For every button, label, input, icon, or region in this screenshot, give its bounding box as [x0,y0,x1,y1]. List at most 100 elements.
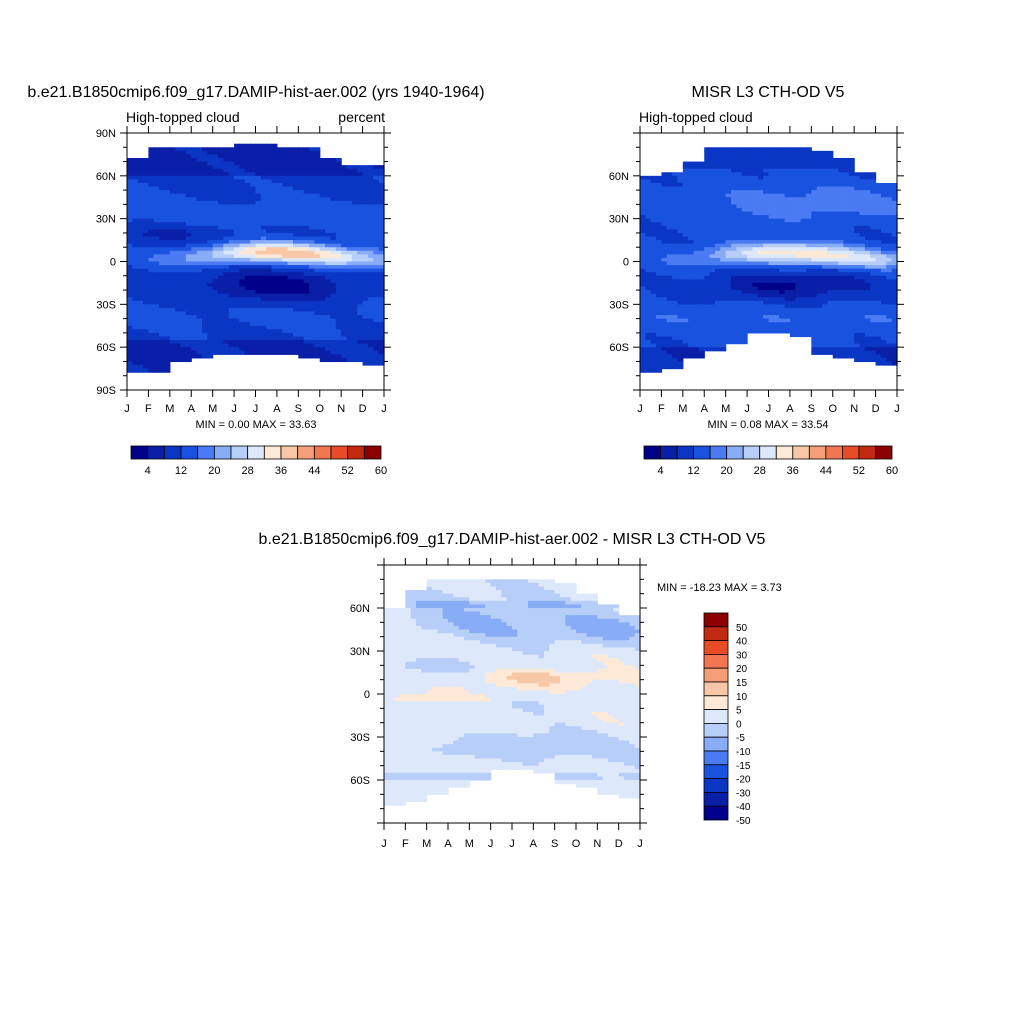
field-cell [266,322,273,327]
field-cell [640,290,646,295]
field-cell [779,193,786,198]
field-cell [137,232,144,238]
field-cell [255,190,262,195]
field-cell [666,247,673,252]
field-cell [779,286,786,291]
field-cell [185,307,192,313]
field-cell [218,179,224,184]
field-cell [137,282,144,288]
field-cell [800,307,807,313]
field-cell [779,315,786,320]
field-cell [335,168,342,173]
field-cell [169,147,176,152]
field-cell [346,307,353,313]
field-cell [282,268,289,273]
field-cell [309,329,315,334]
field-cell [153,365,160,370]
field-cell [805,218,812,223]
field-cell [223,175,230,180]
field-cell [757,175,764,180]
field-cell [779,200,786,205]
field-cell [255,243,262,248]
field-cell [159,311,166,316]
field-cell [378,290,385,295]
field-cell [362,207,369,213]
field-cell [645,343,652,348]
field-cell [314,265,321,270]
field-cell [763,300,770,305]
field-cell [757,275,764,280]
field-cell [207,325,214,330]
field-cell [736,186,743,191]
field-cell [816,222,823,227]
field-cell [303,254,310,259]
field-cell [298,340,305,345]
field-cell [731,218,737,223]
field-cell [688,200,695,205]
field-cell [207,300,214,305]
field-cell [196,211,203,216]
field-cell [714,154,721,159]
field-cell [319,186,326,191]
field-cell [704,318,711,323]
field-cell [185,157,192,163]
field-cell [677,265,684,270]
field-cell [218,325,224,330]
field-cell [175,254,182,259]
field-cell [201,147,208,152]
field-cell [656,315,663,320]
field-cell [784,325,791,330]
field-cell [822,218,828,223]
colorbar-swatch [130,445,149,460]
field-cell [153,315,160,320]
field-cell [153,268,160,273]
field-cell [292,250,299,255]
field-cell [143,322,150,327]
field-cell [650,247,657,252]
x-tick-label: M [165,403,174,415]
field-cell [640,250,646,255]
field-cell [763,254,770,259]
field-cell [132,315,139,320]
field-cell [362,315,369,320]
field-cell [709,307,716,313]
field-cell [282,232,289,238]
field-cell [244,218,251,223]
field-cell [752,275,759,280]
colorbar-swatch [147,445,165,460]
field-cell [255,297,262,302]
field-cell [287,268,294,273]
field-cell [704,197,711,202]
field-cell [351,168,358,173]
field-cell [260,332,267,338]
field-cell [362,204,369,209]
field-cell [325,243,332,248]
field-cell [303,150,310,156]
field-cell [175,147,182,152]
field-cell [709,297,716,302]
field-cell [260,232,267,238]
field-cell [212,272,219,277]
field-cell [351,254,358,259]
field-cell [757,297,764,302]
field-cell [175,315,182,320]
field-cell [287,275,294,280]
field-cell [330,304,337,309]
field-cell [132,297,139,302]
field-cell [650,268,657,273]
field-cell [180,236,187,241]
field-cell [688,190,695,195]
field-cell [666,322,673,327]
field-cell [244,186,251,191]
field-cell [260,204,267,209]
field-cell [795,332,802,338]
field-cell [180,286,187,291]
field-cell [137,257,144,263]
field-cell [330,172,337,177]
field-cell [287,222,294,227]
field-cell [132,282,139,288]
field-cell [319,211,326,216]
field-cell [822,161,828,166]
field-cell [169,257,176,263]
field-cell [682,161,689,166]
